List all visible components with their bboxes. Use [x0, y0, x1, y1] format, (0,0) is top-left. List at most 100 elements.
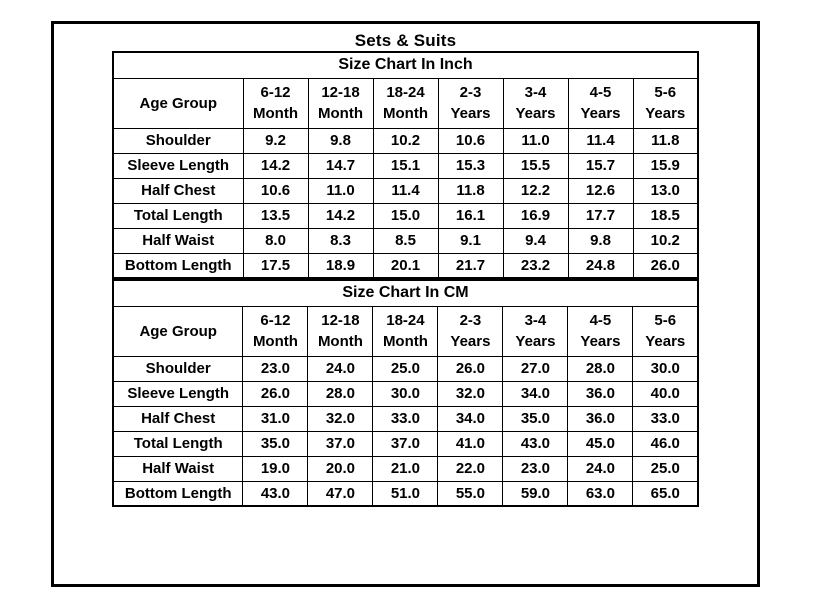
col-header-unit: Years	[450, 333, 491, 350]
cell: 20.1	[372, 252, 439, 279]
cell: 55.0	[437, 480, 504, 507]
cell: 15.3	[437, 152, 504, 179]
row-label: Bottom Length	[112, 480, 244, 507]
cell: 59.0	[502, 480, 569, 507]
col-header-unit: Month	[253, 105, 298, 122]
cell: 9.1	[437, 227, 504, 254]
row-label: Sleeve Length	[112, 152, 244, 179]
cell: 20.0	[307, 455, 374, 482]
col-header-range: 12-18	[321, 84, 360, 101]
col-header-unit: Years	[515, 105, 556, 122]
table-row-bottom-length: Bottom Length 17.5 18.9 20.1 21.7 23.2 2…	[112, 252, 699, 279]
cell: 37.0	[372, 430, 439, 457]
cell: 47.0	[307, 480, 374, 507]
cell: 35.0	[242, 430, 309, 457]
size-chart-cm-table: Size Chart In CM Age Group 6-12 Month 12-…	[111, 279, 700, 507]
cell: 10.2	[632, 227, 699, 254]
cell: 15.9	[632, 152, 699, 179]
cell: 15.5	[502, 152, 569, 179]
cell: 10.2	[372, 127, 439, 154]
table-title-row: Size Chart In Inch	[112, 51, 699, 79]
col-header-4-5-years: 4-5 Years	[567, 77, 634, 129]
cell: 24.0	[567, 455, 634, 482]
table-title: Size Chart In CM	[112, 279, 699, 307]
col-header-5-6-years: 5-6 Years	[632, 305, 699, 357]
table-row-shoulder: Shoulder 9.2 9.8 10.2 10.6 11.0 11.4 11.…	[112, 127, 699, 154]
cell: 15.7	[567, 152, 634, 179]
table-row-bottom-length: Bottom Length 43.0 47.0 51.0 55.0 59.0 6…	[112, 480, 699, 507]
col-header-3-4-years: 3-4 Years	[502, 77, 569, 129]
cell: 8.5	[372, 227, 439, 254]
cell: 18.5	[632, 202, 699, 229]
col-header-18-24-month: 18-24 Month	[372, 77, 439, 129]
cell: 63.0	[567, 480, 634, 507]
table-row-half-chest: Half Chest 31.0 32.0 33.0 34.0 35.0 36.0…	[112, 405, 699, 432]
col-header-6-12-month: 6-12 Month	[242, 305, 309, 357]
col-header-range: 18-24	[386, 84, 425, 101]
page-frame: Sets & Suits Size Chart In Inch Age Grou…	[51, 21, 760, 587]
col-header-unit: Years	[645, 333, 686, 350]
col-header-range: 2-3	[459, 312, 482, 329]
cell: 36.0	[567, 405, 634, 432]
col-header-range: 6-12	[260, 312, 291, 329]
table-row-total-length: Total Length 13.5 14.2 15.0 16.1 16.9 17…	[112, 202, 699, 229]
col-header-range: 4-5	[589, 312, 612, 329]
cell: 11.0	[307, 177, 374, 204]
cell: 18.9	[307, 252, 374, 279]
cell: 51.0	[372, 480, 439, 507]
col-header-12-18-month: 12-18 Month	[307, 305, 374, 357]
size-chart-inch-table: Size Chart In Inch Age Group 6-12 Month 1…	[112, 51, 699, 279]
cell: 9.8	[567, 227, 634, 254]
cell: 21.0	[372, 455, 439, 482]
cell: 32.0	[437, 380, 504, 407]
table-header-row: Age Group 6-12 Month 12-18 Month 18-24 Mont…	[112, 77, 699, 129]
cell: 40.0	[632, 380, 699, 407]
cell: 13.0	[632, 177, 699, 204]
cell: 28.0	[307, 380, 374, 407]
cell: 26.0	[437, 355, 504, 382]
cell: 33.0	[372, 405, 439, 432]
row-label: Total Length	[112, 202, 244, 229]
col-header-range: 3-4	[524, 312, 547, 329]
row-label: Sleeve Length	[112, 380, 244, 407]
cell: 33.0	[632, 405, 699, 432]
cell: 16.9	[502, 202, 569, 229]
cell: 14.7	[307, 152, 374, 179]
cell: 22.0	[437, 455, 504, 482]
cell: 25.0	[372, 355, 439, 382]
cell: 34.0	[437, 405, 504, 432]
cell: 11.8	[437, 177, 504, 204]
cell: 12.6	[567, 177, 634, 204]
cell: 9.2	[242, 127, 309, 154]
table-row-half-chest: Half Chest 10.6 11.0 11.4 11.8 12.2 12.6…	[112, 177, 699, 204]
col-header-5-6-years: 5-6 Years	[632, 77, 699, 129]
age-group-header: Age Group	[112, 305, 244, 357]
cell: 25.0	[632, 455, 699, 482]
col-header-unit: Month	[318, 105, 363, 122]
cell: 30.0	[632, 355, 699, 382]
cell: 27.0	[502, 355, 569, 382]
row-label: Shoulder	[112, 355, 244, 382]
col-header-6-12-month: 6-12 Month	[242, 77, 309, 129]
col-header-3-4-years: 3-4 Years	[502, 305, 569, 357]
cell: 14.2	[307, 202, 374, 229]
col-header-unit: Years	[645, 105, 686, 122]
col-header-unit: Month	[317, 333, 363, 350]
col-header-unit: Years	[450, 105, 491, 122]
col-header-range: 3-4	[524, 84, 547, 101]
cell: 11.4	[567, 127, 634, 154]
cell: 36.0	[567, 380, 634, 407]
cell: 16.1	[437, 202, 504, 229]
cell: 26.0	[242, 380, 309, 407]
cell: 26.0	[632, 252, 699, 279]
cell: 14.2	[242, 152, 309, 179]
table-row-half-waist: Half Waist 19.0 20.0 21.0 22.0 23.0 24.0…	[112, 455, 699, 482]
row-label: Shoulder	[112, 127, 244, 154]
cell: 19.0	[242, 455, 309, 482]
cell: 34.0	[502, 380, 569, 407]
row-label: Half Chest	[112, 405, 244, 432]
cell: 9.4	[502, 227, 569, 254]
cell: 12.2	[502, 177, 569, 204]
cell: 23.2	[502, 252, 569, 279]
table-row-sleeve-length: Sleeve Length 14.2 14.7 15.1 15.3 15.5 1…	[112, 152, 699, 179]
